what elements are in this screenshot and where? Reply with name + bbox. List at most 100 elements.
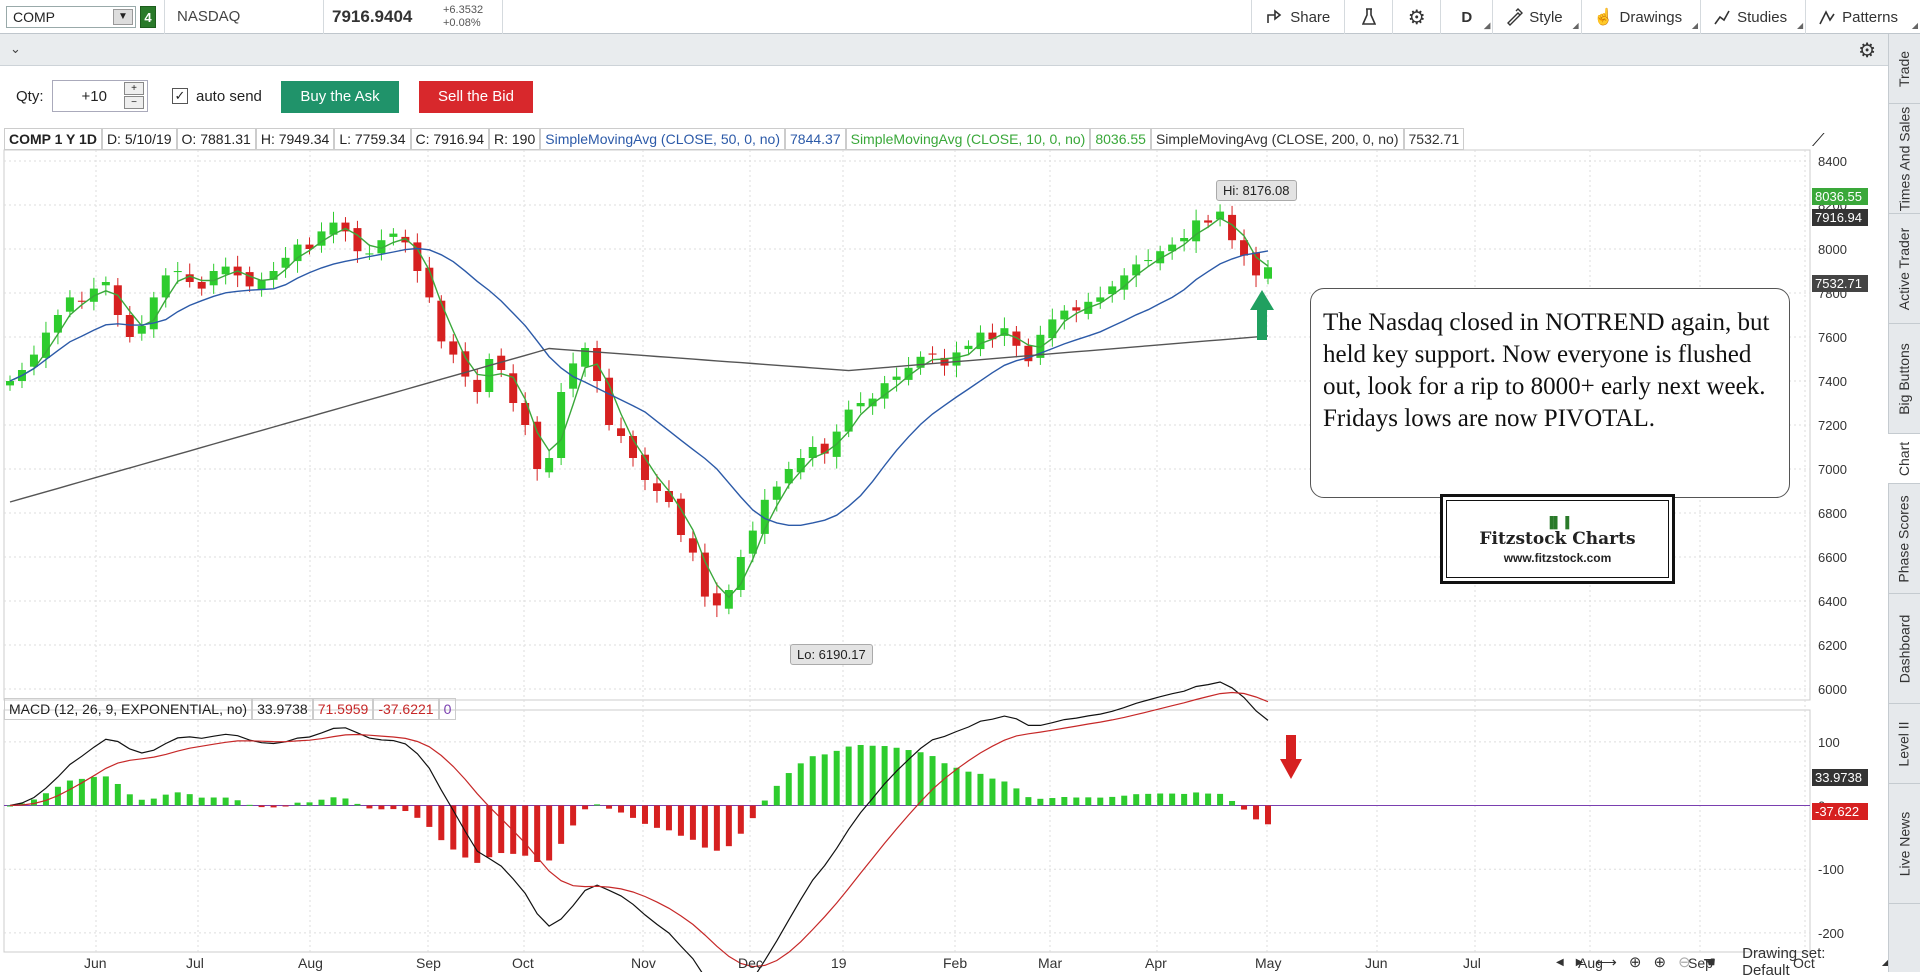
candle-body xyxy=(712,593,721,606)
sma10-label[interactable]: SimpleMovingAvg (CLOSE, 10, 0, no) xyxy=(845,128,1091,150)
macd-histogram-bar xyxy=(701,805,708,848)
macd-histogram-bar xyxy=(558,805,565,844)
candle-body xyxy=(904,367,913,380)
macd-histogram-bar xyxy=(618,805,625,813)
sidebar-tab-trade[interactable]: Trade xyxy=(1888,34,1920,104)
price-tick-label: 8000 xyxy=(1818,242,1847,257)
price-tick-label: 8400 xyxy=(1818,154,1847,169)
style-button[interactable]: Style ◢ xyxy=(1492,0,1580,34)
macd-histogram-bar xyxy=(1253,805,1260,820)
macd-histogram-bar xyxy=(1061,797,1068,806)
macd-tick-label: -100 xyxy=(1818,862,1844,877)
auto-send-checkbox[interactable]: ✓ xyxy=(172,88,188,104)
macd-histogram-bar xyxy=(1193,792,1200,806)
annotation-note[interactable]: The Nasdaq closed in NOTREND again, but … xyxy=(1310,288,1790,498)
link-badge[interactable]: 4 xyxy=(140,6,156,28)
macd-histogram-bar xyxy=(917,752,924,806)
flask-button[interactable] xyxy=(1344,0,1392,34)
studies-button[interactable]: Studies ◢ xyxy=(1700,0,1805,34)
macd-histogram-bar xyxy=(761,800,768,806)
candle-body xyxy=(748,530,757,554)
candle-body xyxy=(1036,334,1045,358)
zoom-in-icon[interactable]: ⊕ xyxy=(1653,954,1667,971)
plus-icon[interactable]: + xyxy=(124,82,144,95)
sma50-label[interactable]: SimpleMovingAvg (CLOSE, 50, 0, no) xyxy=(540,128,785,150)
macd-histogram-bar xyxy=(869,745,876,806)
sell-bid-button[interactable]: Sell the Bid xyxy=(419,81,533,113)
sidebar-tab-active-trader[interactable]: Active Trader xyxy=(1888,214,1920,324)
scroll-right-icon[interactable]: ▶ xyxy=(1575,956,1584,968)
sidebar-tab-level-ii[interactable]: Level II xyxy=(1888,704,1920,784)
sma10-line xyxy=(9,217,1269,599)
macd-histogram-bar xyxy=(450,805,457,850)
chart-area[interactable]: 8400 8200 8000 7800 7600 7400 7200 7000 6800 6600… xyxy=(0,128,1888,979)
sidebar-tab-dashboard[interactable]: Dashboard xyxy=(1888,594,1920,704)
share-icon xyxy=(1267,9,1282,23)
month-label: Sep xyxy=(1688,955,1713,971)
scroll-left-icon[interactable]: ◀ xyxy=(1556,956,1564,968)
sidebar-tab-times-and-sales[interactable]: Times And Sales xyxy=(1888,104,1920,214)
sidebar-tab-label: Dashboard xyxy=(1896,614,1912,683)
period-button[interactable]: D ◢ xyxy=(1440,0,1492,34)
patterns-button[interactable]: Patterns ◢ xyxy=(1805,0,1920,34)
candle-body xyxy=(221,266,230,275)
candle-body xyxy=(161,275,170,298)
sidebar-tab-label: Level II xyxy=(1896,720,1913,767)
macd-tick-label: 100 xyxy=(1818,735,1840,750)
sma200-value: 7532.71 xyxy=(1403,128,1465,150)
macd-histogram-bar xyxy=(354,803,361,806)
macd-label[interactable]: MACD (12, 26, 9, EXPONENTIAL, no) xyxy=(4,698,253,720)
sidebar-tab-big-buttons[interactable]: Big Buttons xyxy=(1888,324,1920,434)
buy-ask-button[interactable]: Buy the Ask xyxy=(281,81,399,113)
candle-body xyxy=(1072,307,1081,311)
minus-icon[interactable]: − xyxy=(124,96,144,109)
corner-arrow-icon: ◢ xyxy=(1911,21,1918,30)
candle-body xyxy=(29,354,38,367)
symbol-selector[interactable]: COMP ▼ xyxy=(6,6,136,28)
macd-histogram-bar xyxy=(857,744,864,806)
candle-body xyxy=(844,409,853,432)
qty-stepper[interactable]: + − xyxy=(124,82,144,110)
month-label: Oct xyxy=(1793,955,1815,971)
candle-body xyxy=(700,552,709,597)
candle-body xyxy=(41,332,50,358)
macd-pane[interactable] xyxy=(3,709,1811,953)
candle-body xyxy=(557,392,566,458)
candle-body xyxy=(652,483,661,491)
gear-icon[interactable]: ⚙ xyxy=(1858,40,1876,62)
macd-histogram-bar xyxy=(1121,795,1128,806)
pan-hand-icon[interactable]: ☚ xyxy=(1702,954,1717,971)
studies-icon xyxy=(1714,10,1730,25)
macd-histogram-bar xyxy=(1073,797,1080,806)
trend-icon[interactable]: ⟋ xyxy=(1812,130,1825,150)
collapse-chevron-icon[interactable]: ⌄ xyxy=(10,41,21,56)
share-button[interactable]: Share xyxy=(1251,0,1344,34)
sma200-label[interactable]: SimpleMovingAvg (CLOSE, 200, 0, no) xyxy=(1150,128,1404,150)
macd-histogram-bar xyxy=(749,805,756,819)
candle-body xyxy=(1192,220,1201,242)
crosshair-icon[interactable]: ⊕ xyxy=(1628,954,1642,971)
month-label: Jul xyxy=(186,955,204,971)
zoom-out-icon[interactable]: ⊖ xyxy=(1678,954,1691,971)
sidebar-tab-phase-scores[interactable]: Phase Scores xyxy=(1888,484,1920,594)
order-bar-header: ⌄ ⚙ xyxy=(0,34,1888,66)
hand-icon: ☝ xyxy=(1593,9,1614,26)
patterns-label: Patterns xyxy=(1842,8,1898,26)
candle-body xyxy=(916,356,925,368)
chevron-down-icon[interactable]: ▼ xyxy=(113,9,133,25)
drawings-button[interactable]: ☝ Drawings ◢ xyxy=(1580,0,1700,34)
macd-histogram-bar xyxy=(1265,805,1271,825)
drawing-set-label[interactable]: Drawing set: Default xyxy=(1742,945,1826,979)
sidebar-tab-live-news[interactable]: Live News xyxy=(1888,784,1920,904)
sidebar-tab-chart[interactable]: Chart xyxy=(1888,434,1920,484)
macd-histogram-bar xyxy=(174,792,181,806)
candle-body xyxy=(77,300,86,302)
patterns-icon xyxy=(1819,10,1835,25)
settings-button[interactable]: ⚙ xyxy=(1392,0,1440,34)
price-tick-label: 6600 xyxy=(1818,550,1847,565)
macd-line xyxy=(9,681,1269,972)
macd-histogram-bar xyxy=(222,797,229,806)
fit-icon[interactable]: ⟷ xyxy=(1595,954,1617,971)
macd-histogram-bar xyxy=(162,794,169,806)
symbol-description: NASDAQ Composite xyxy=(164,0,324,59)
